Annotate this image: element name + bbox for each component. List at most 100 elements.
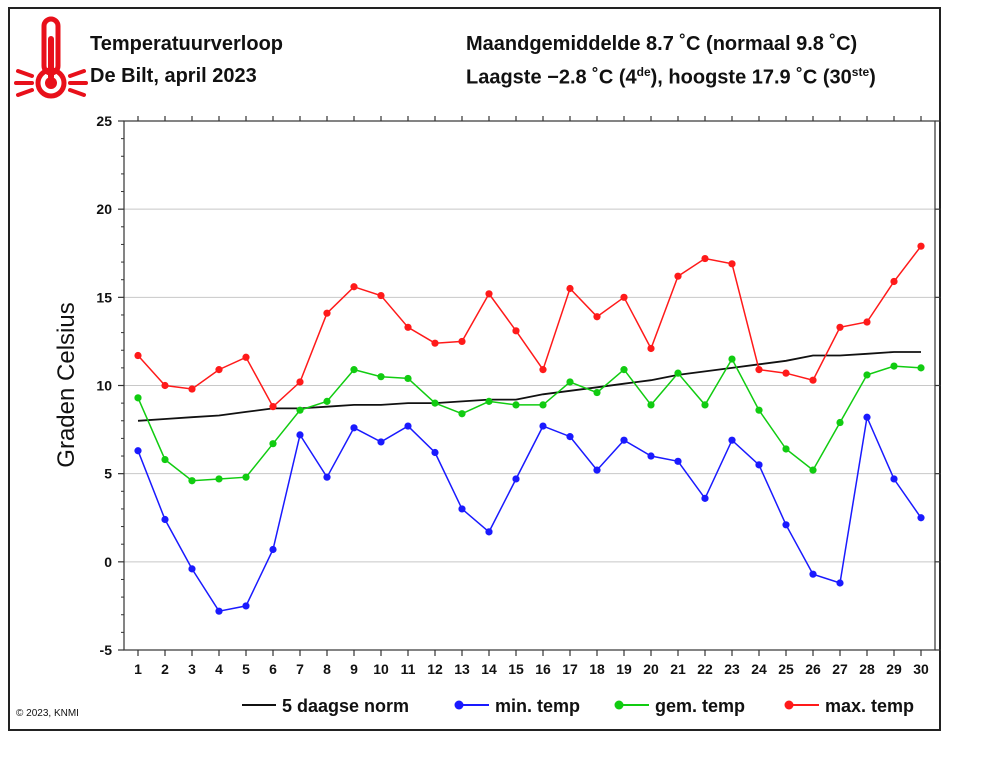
data-point-gem [566, 378, 574, 386]
copyright-text: © 2023, KNMI [16, 708, 79, 719]
extremes-summary: Laagste −2.8 ˚C (4de), hoogste 17.9 ˚C (… [466, 65, 876, 90]
data-point-gem [701, 401, 709, 409]
data-point-min [620, 436, 628, 444]
data-point-min [782, 521, 790, 529]
data-point-min [917, 514, 925, 522]
data-point-max [431, 339, 439, 347]
x-tick-label: 14 [481, 661, 497, 677]
data-point-gem [188, 477, 196, 485]
data-point-max [161, 381, 169, 390]
data-point-min [836, 579, 844, 587]
x-tick-label: 3 [188, 661, 196, 677]
series-line-norm [137, 351, 921, 422]
data-point-gem [377, 373, 385, 381]
series-layer [134, 242, 925, 615]
data-point-max [809, 376, 817, 384]
data-point-gem [269, 440, 277, 448]
x-tick-label: 12 [427, 661, 443, 677]
data-point-min [809, 570, 817, 578]
x-tick-label: 20 [643, 661, 659, 677]
data-point-max [458, 337, 466, 346]
legend-marker-gem [614, 700, 624, 710]
x-tick-label: 18 [589, 661, 605, 677]
data-point-gem [296, 406, 304, 414]
data-point-max [593, 313, 601, 321]
extremes-text-c: ) [869, 66, 876, 89]
data-point-gem [242, 473, 250, 481]
data-point-max [674, 272, 682, 280]
x-tick-label: 9 [350, 661, 358, 677]
x-tick-label: 30 [913, 661, 929, 677]
x-tick-label: 2 [161, 661, 169, 677]
series-line-gem [137, 357, 922, 482]
data-point-gem [890, 362, 898, 370]
chart-frame: Temperatuurverloop De Bilt, april 2023 M… [8, 7, 941, 731]
data-point-max [647, 344, 655, 353]
data-point-max [296, 378, 304, 386]
x-tick-label: 22 [697, 661, 713, 677]
data-point-gem [593, 388, 601, 397]
series-line-max [137, 245, 922, 408]
data-point-gem [485, 397, 493, 405]
data-point-max [350, 283, 358, 291]
data-point-max [215, 366, 223, 374]
y-tick-label: 0 [104, 554, 112, 570]
series-line-min [137, 414, 922, 613]
data-point-gem [323, 397, 331, 405]
data-point-gem [647, 401, 655, 409]
data-point-min [539, 422, 547, 430]
data-point-min [269, 545, 277, 554]
data-point-gem [404, 374, 412, 383]
x-tick-label: 19 [616, 661, 632, 677]
data-point-min [404, 422, 412, 430]
data-point-min [188, 565, 196, 573]
data-point-max [134, 351, 142, 360]
legend-label-gem: gem. temp [655, 696, 745, 716]
data-point-gem [674, 369, 682, 377]
y-axis-label: Graden Celsius [53, 302, 80, 467]
data-point-min [161, 515, 169, 524]
x-tick-label: 5 [242, 661, 250, 677]
data-point-max [512, 327, 520, 335]
data-point-min [701, 494, 709, 502]
chart-subtitle: De Bilt, april 2023 [90, 65, 257, 87]
legend: 5 daagse norm min. temp gem. temp max. temp [242, 696, 914, 716]
data-point-min [134, 447, 142, 455]
data-point-gem [809, 466, 817, 474]
data-point-min [512, 475, 520, 483]
x-tick-label: 7 [296, 661, 304, 677]
data-point-min [296, 431, 304, 439]
data-point-min [458, 505, 466, 513]
x-tick-label: 1 [134, 661, 142, 677]
y-tick-label: -5 [100, 642, 113, 658]
x-tick-label: 27 [832, 661, 848, 677]
y-tick-label: 10 [96, 378, 112, 394]
x-tick-label: 28 [859, 661, 875, 677]
data-point-gem [215, 475, 223, 483]
data-point-max [836, 323, 844, 331]
extremes-sup-1: de [636, 65, 651, 79]
data-point-max [890, 277, 898, 286]
data-point-min [755, 461, 763, 469]
x-tick-label: 21 [670, 661, 686, 677]
data-point-gem [782, 445, 790, 453]
legend-label-min: min. temp [495, 696, 580, 716]
thermometer-icon [14, 16, 88, 99]
data-point-min [566, 433, 574, 441]
data-point-max [863, 318, 871, 326]
extremes-text-b: ), hoogste 17.9 ˚C (30 [650, 66, 852, 89]
data-point-max [566, 284, 574, 293]
data-point-gem [917, 364, 925, 372]
x-tick-label: 13 [454, 661, 470, 677]
data-point-gem [350, 366, 358, 374]
data-point-min [863, 413, 871, 421]
data-point-max [485, 290, 493, 298]
data-point-min [242, 602, 250, 610]
data-point-gem [539, 401, 547, 409]
data-point-max [701, 254, 709, 263]
data-point-max [620, 293, 628, 301]
x-tick-label: 29 [886, 661, 902, 677]
data-point-max [269, 403, 277, 411]
